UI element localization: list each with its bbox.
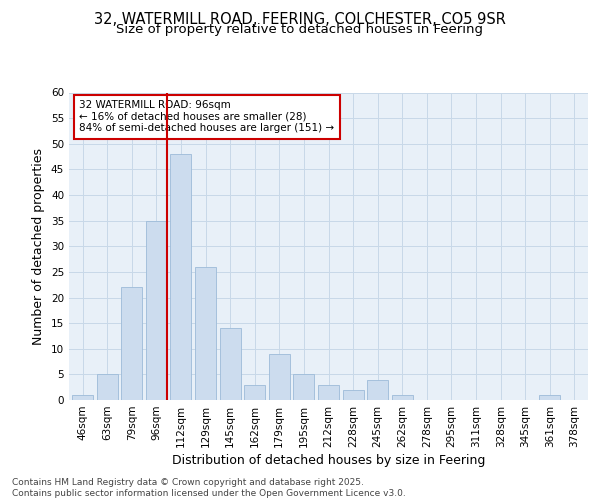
Bar [72, 395, 93, 400]
Text: Contains HM Land Registry data © Crown copyright and database right 2025.
Contai: Contains HM Land Registry data © Crown c… [12, 478, 406, 498]
Text: 32 WATERMILL ROAD: 96sqm
← 16% of detached houses are smaller (28)
84% of semi-d: 32 WATERMILL ROAD: 96sqm ← 16% of detach… [79, 100, 335, 134]
Text: Size of property relative to detached houses in Feering: Size of property relative to detached ho… [116, 24, 484, 36]
Bar [97, 374, 118, 400]
X-axis label: Distribution of detached houses by size in Feering: Distribution of detached houses by size … [172, 454, 485, 467]
Bar [367, 380, 388, 400]
Bar [146, 220, 167, 400]
Bar [170, 154, 191, 400]
Text: 32, WATERMILL ROAD, FEERING, COLCHESTER, CO5 9SR: 32, WATERMILL ROAD, FEERING, COLCHESTER,… [94, 12, 506, 28]
Bar [539, 395, 560, 400]
Bar [318, 384, 339, 400]
Bar [220, 328, 241, 400]
Bar [269, 354, 290, 400]
Bar [244, 384, 265, 400]
Bar [293, 374, 314, 400]
Bar [392, 395, 413, 400]
Bar [121, 287, 142, 400]
Bar [195, 267, 216, 400]
Bar [343, 390, 364, 400]
Y-axis label: Number of detached properties: Number of detached properties [32, 148, 46, 345]
